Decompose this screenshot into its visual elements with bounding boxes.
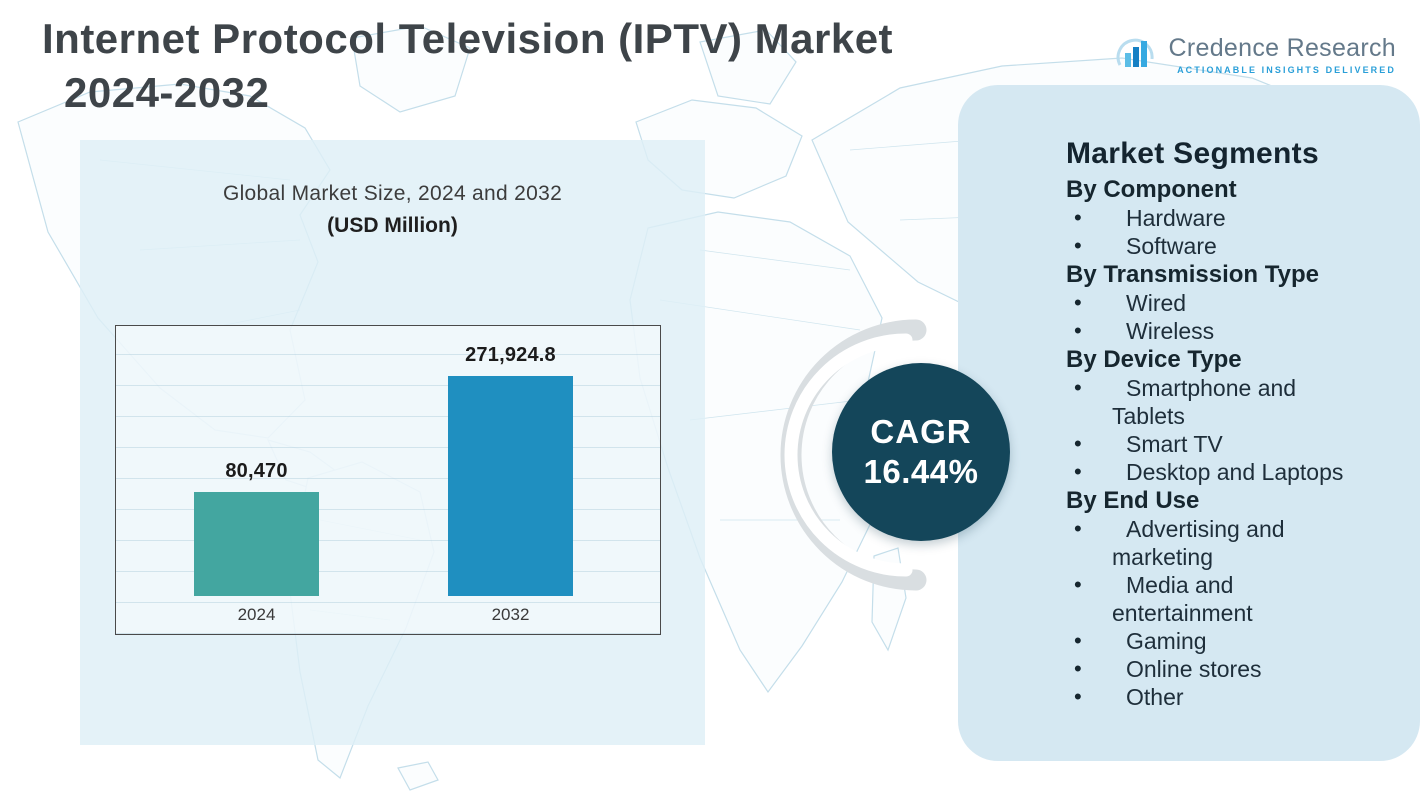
list-item: Desktop and Laptops: [1066, 458, 1380, 486]
list-item: Gaming: [1066, 627, 1380, 655]
list-item-label: Wired: [1126, 290, 1187, 316]
bullet-icon: [1066, 515, 1112, 571]
bullet-icon: [1066, 571, 1112, 627]
bar-2032: 271,924.8: [448, 344, 573, 596]
list-item-label: Media and entertainment: [1112, 572, 1253, 626]
x-axis-label-2024: 2024: [237, 605, 276, 624]
list-item: Software: [1066, 232, 1380, 260]
list-item-label: Desktop and Laptops: [1126, 459, 1344, 485]
bullet-icon: [1066, 289, 1112, 317]
bullet-icon: [1066, 458, 1112, 486]
market-size-panel: Global Market Size, 2024 and 2032 (USD M…: [80, 140, 705, 745]
bullet-icon: [1066, 232, 1112, 260]
bullet-icon: [1066, 627, 1112, 655]
chart-subtitle: (USD Million): [327, 214, 458, 237]
list-item: Online stores: [1066, 655, 1380, 683]
cagr-value: 16.44%: [863, 453, 979, 490]
cagr-badge: CAGR 16.44%: [832, 363, 1010, 541]
logo-name: Credence Research: [1168, 33, 1396, 62]
bar-2024: 80,470: [194, 460, 319, 596]
bullet-icon: [1066, 204, 1112, 232]
segment-group-component: By Component Hardware Software: [1066, 175, 1380, 260]
list-item: Media and entertainment: [1066, 571, 1380, 627]
list-item: Wireless: [1066, 317, 1380, 345]
segment-group-heading: By Transmission Type: [1066, 261, 1319, 288]
bar-chart: 80,470 271,924.8 2024 2032: [115, 325, 661, 635]
segment-group-heading: By Component: [1066, 176, 1237, 203]
credence-research-logo: Credence Research Actionable Insights De…: [1111, 30, 1396, 78]
cagr-label: CAGR: [870, 413, 972, 450]
logo-tagline: Actionable Insights Delivered: [1177, 64, 1396, 75]
bullet-icon: [1066, 374, 1112, 430]
list-item-label: Smart TV: [1126, 431, 1223, 457]
list-item: Hardware: [1066, 204, 1380, 232]
chart-title: Global Market Size, 2024 and 2032: [222, 182, 563, 205]
list-item-label: Online stores: [1126, 656, 1262, 682]
list-item-label: Software: [1126, 233, 1217, 259]
list-item-label: Wireless: [1126, 318, 1215, 344]
chart-title-block: Global Market Size, 2024 and 2032 (USD M…: [80, 182, 705, 238]
list-item: Smart TV: [1066, 430, 1380, 458]
page-title-line2: 2024-2032: [64, 68, 270, 116]
segments-title: Market Segments: [1066, 137, 1319, 170]
list-item: Other: [1066, 683, 1380, 711]
bullet-icon: [1066, 683, 1112, 711]
logo-text: Credence Research Actionable Insights De…: [1169, 34, 1396, 75]
list-item-label: Other: [1126, 684, 1184, 710]
bullet-icon: [1066, 430, 1112, 458]
list-item: Wired: [1066, 289, 1380, 317]
list-item: Advertising and marketing: [1066, 515, 1380, 571]
page-title: Internet Protocol Television (IPTV) Mark…: [42, 12, 893, 120]
market-segments-panel: Market Segments By Component Hardware So…: [958, 85, 1420, 761]
list-item: Smartphone and Tablets: [1066, 374, 1380, 430]
bullet-icon: [1066, 317, 1112, 345]
segment-group-end-use: By End Use Advertising and marketing Med…: [1066, 486, 1380, 711]
bar-2024-value: 80,470: [225, 460, 288, 482]
segment-group-heading: By End Use: [1066, 487, 1200, 514]
page-title-line1: Internet Protocol Television (IPTV) Mark…: [42, 15, 894, 62]
bar-2032-value: 271,924.8: [465, 344, 556, 366]
x-axis-label-2032: 2032: [491, 605, 530, 624]
segment-group-transmission: By Transmission Type Wired Wireless: [1066, 260, 1380, 345]
segment-group-device: By Device Type Smartphone and Tablets Sm…: [1066, 345, 1380, 486]
list-item-label: Smartphone and Tablets: [1112, 375, 1297, 429]
list-item-label: Advertising and marketing: [1112, 516, 1285, 570]
bullet-icon: [1066, 655, 1112, 683]
list-item-label: Gaming: [1126, 628, 1207, 654]
segment-group-heading: By Device Type: [1066, 346, 1242, 373]
list-item-label: Hardware: [1126, 205, 1226, 231]
credence-logo-icon: [1116, 38, 1154, 67]
